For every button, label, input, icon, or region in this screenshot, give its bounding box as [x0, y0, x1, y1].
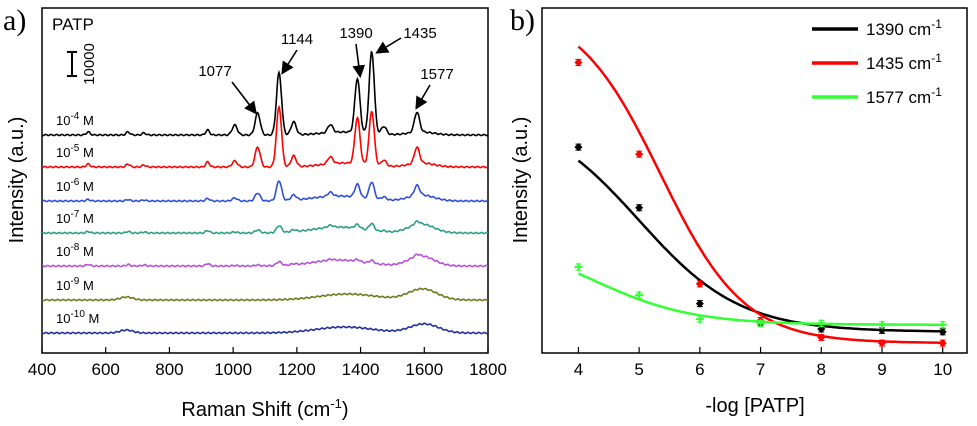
legend-label: 1577 cm-1 — [866, 85, 942, 107]
data-point — [938, 327, 947, 336]
peak-label: 1077 — [198, 63, 231, 80]
panel-b-y-axis-title: Intensity (a.u.) — [510, 117, 532, 244]
panel-b-x-tick-label: 6 — [695, 360, 704, 379]
sample-label: PATP — [52, 15, 94, 34]
panel-a-x-ticks: 400 600 800 1000 1200 1400 1600 1800 — [28, 347, 507, 379]
panel-a-x-tick-label: 800 — [155, 360, 183, 379]
data-point — [695, 299, 704, 308]
scale-bar — [67, 51, 77, 77]
concentration-label: 10-7 M — [56, 209, 94, 226]
panel-b-x-tick-label: 4 — [574, 360, 583, 379]
panel-b-frame — [541, 7, 968, 354]
data-point — [756, 319, 765, 328]
data-point — [938, 339, 947, 348]
spectrum-line — [41, 220, 489, 235]
peak-label: 1390 — [339, 25, 372, 42]
panel-b-x-ticks: 4 5 6 7 8 9 10 — [574, 347, 952, 379]
panel-b-x-tick-label: 7 — [756, 360, 765, 379]
panel-b-x-tick-label: 10 — [933, 360, 952, 379]
panel-b-legend: 1390 cm-1 1435 cm-1 1577 cm-1 — [812, 17, 942, 107]
spectrum-line — [41, 104, 489, 169]
peak-arrow — [415, 84, 431, 110]
data-point — [574, 143, 583, 152]
panel-a-x-tick-label: 1000 — [214, 360, 252, 379]
panel-a-frame — [41, 7, 489, 354]
concentration-label: 10-6 M — [56, 177, 94, 194]
panel-a-x-axis-title: Raman Shift (cm-1) — [181, 396, 348, 421]
spectrum-line — [42, 253, 489, 268]
spectrum-line — [41, 180, 489, 203]
panel-a-x-tick-label: 600 — [92, 360, 120, 379]
peak-arrow — [281, 49, 298, 75]
panel-b-x-tick-label: 8 — [817, 360, 826, 379]
data-point — [635, 291, 644, 300]
panel-a-x-tick-label: 400 — [28, 360, 56, 379]
spectrum-line — [41, 322, 489, 335]
peak-arrow — [352, 43, 366, 79]
panel-b-x-tick-label: 5 — [634, 360, 643, 379]
legend-label: 1435 cm-1 — [866, 51, 942, 73]
peak-arrow — [231, 81, 257, 115]
data-point — [635, 203, 644, 212]
panel-b-x-tick-label: 9 — [877, 360, 886, 379]
data-point — [695, 315, 704, 324]
data-point — [817, 319, 826, 328]
panel-a-concentration-labels: 10-4 M 10-5 M 10-6 M 10-7 M 10-8 M 10-9 M 10-1… — [56, 111, 99, 326]
panel-b-series — [574, 45, 947, 348]
concentration-label: 10-8 M — [56, 242, 94, 259]
panel-b-letter: b) — [510, 4, 535, 37]
panel-a-x-tick-label: 1800 — [469, 360, 507, 379]
data-point — [695, 279, 704, 288]
peak-arrow — [375, 37, 402, 54]
spectrum-line — [41, 50, 489, 137]
concentration-label: 10-4 M — [56, 111, 94, 128]
scale-bar-label: 10000 — [81, 43, 98, 85]
data-point — [635, 150, 644, 159]
panel-a-raman-spectra: a) 400 600 800 1000 1200 1400 1600 1800 10-4 M1… — [3, 4, 507, 421]
peak-label: 1144 — [281, 31, 313, 48]
panel-a-y-axis-title: Intensity (a.u.) — [6, 117, 28, 244]
panel-a-spectra — [41, 50, 489, 335]
data-point — [574, 262, 583, 271]
legend-label: 1390 cm-1 — [866, 17, 942, 39]
panel-a-x-tick-label: 1200 — [278, 360, 316, 379]
data-point — [878, 320, 886, 329]
spectrum-line — [41, 287, 489, 302]
panel-b-x-axis-title: -log [PATP] — [705, 395, 804, 417]
peak-label: 1435 — [403, 25, 436, 42]
concentration-label: 10-5 M — [56, 143, 94, 160]
concentration-label: 10-9 M — [56, 276, 94, 293]
data-point — [574, 58, 583, 67]
data-point — [878, 339, 886, 348]
data-point — [938, 320, 947, 329]
panel-a-letter: a) — [3, 4, 26, 37]
panel-a-x-tick-label: 1600 — [405, 360, 443, 379]
panel-a-peak-arrows: 1077 1144 1390 1435 1577 — [198, 25, 454, 115]
peak-label: 1577 — [420, 66, 453, 83]
panel-a-x-tick-label: 1400 — [342, 360, 380, 379]
concentration-label: 10-10 M — [56, 309, 99, 326]
fit-curve — [577, 159, 943, 333]
data-point — [817, 333, 826, 342]
